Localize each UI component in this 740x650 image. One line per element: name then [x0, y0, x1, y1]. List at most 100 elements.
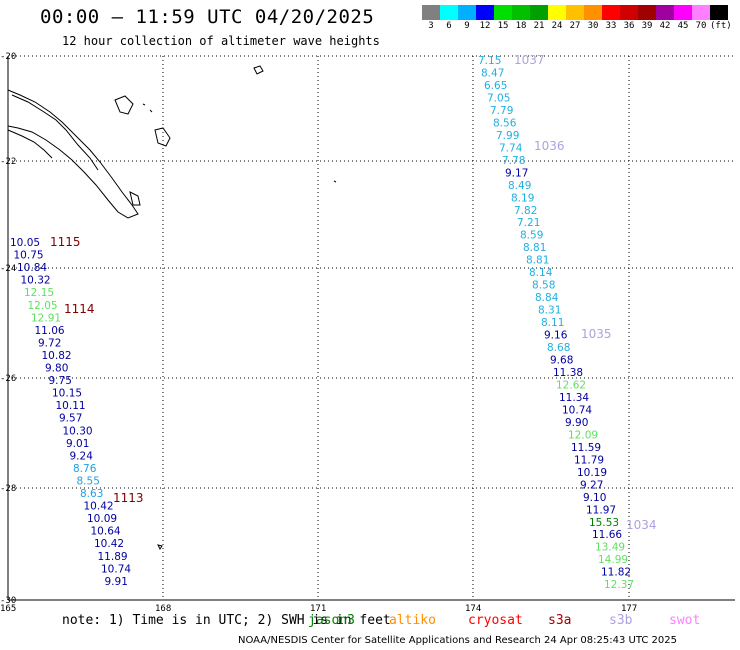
- satellite-legend-item: swot: [669, 613, 701, 628]
- wave-height-value: 7.05: [487, 92, 510, 104]
- wave-height-value: 11.97: [586, 504, 616, 516]
- wave-height-value: 8.84: [535, 292, 559, 304]
- wave-height-value: 9.68: [550, 355, 573, 367]
- wave-height-value: 12.62: [556, 379, 586, 391]
- wave-height-value: 12.15: [24, 287, 54, 299]
- legend-label: 12: [479, 21, 491, 31]
- wave-height-value: 8.59: [520, 230, 543, 242]
- wave-height-value: 10.75: [14, 250, 44, 262]
- wave-height-value: 8.63: [80, 488, 103, 500]
- wave-height-value: 10.11: [56, 400, 86, 412]
- wave-height-value: 11.66: [592, 529, 622, 541]
- wave-height-value: 11.59: [571, 442, 601, 454]
- wave-height-value: 9.91: [105, 576, 128, 588]
- wave-height-value: 8.49: [508, 180, 531, 192]
- latitude-label: -20: [0, 52, 16, 62]
- wave-height-value: 9.90: [565, 417, 588, 429]
- latitude-label: -22: [0, 157, 16, 167]
- wave-height-value: 8.56: [493, 117, 517, 129]
- wave-height-value: 11.82: [601, 567, 631, 579]
- legend-label: 9: [464, 21, 470, 31]
- satellite-legend-item: jason3: [308, 613, 355, 628]
- color-legend: [422, 5, 728, 20]
- satellite-legend-item: altiko: [389, 613, 436, 628]
- wave-height-value: 11.06: [35, 325, 65, 337]
- legend-label: 15: [497, 21, 509, 31]
- legend-label: 70: [695, 21, 707, 31]
- wave-height-value: 12.37: [604, 579, 634, 591]
- satellite-track-left: 10.0510.7510.8410.3212.1512.0512.9111.06…: [10, 237, 131, 588]
- legend-swatch: [548, 5, 566, 20]
- wave-height-value: 10.82: [42, 350, 72, 362]
- wave-height-value: 12.09: [568, 429, 598, 441]
- pass-label: 1034: [626, 518, 657, 532]
- wave-height-value: 9.27: [580, 479, 603, 491]
- wave-height-value: 9.01: [66, 438, 89, 450]
- wave-height-value: 8.58: [532, 280, 555, 292]
- map-title: 00:00 – 11:59 UTC 04/20/2025: [40, 6, 375, 28]
- wave-height-value: 7.74: [499, 142, 523, 154]
- wave-height-value: 10.05: [10, 237, 40, 249]
- pass-label: 1113: [113, 491, 144, 505]
- wave-height-value: 7.82: [514, 205, 537, 217]
- satellite-legend-item: s3b: [609, 613, 633, 628]
- wave-height-value: 10.74: [101, 563, 131, 575]
- legend-swatch: [494, 5, 512, 20]
- latitude-label: -30: [0, 596, 16, 606]
- wave-height-value: 13.49: [595, 542, 625, 554]
- wave-height-value: 10.42: [94, 538, 124, 550]
- wave-height-value: 6.65: [484, 80, 507, 92]
- wave-height-value: 14.99: [598, 554, 628, 566]
- units-note: note: 1) Time is in UTC; 2) SWH is in fe…: [62, 613, 391, 628]
- wave-height-value: 9.75: [49, 375, 72, 387]
- wave-height-value: 8.76: [73, 463, 97, 475]
- legend-label: 30: [587, 21, 599, 31]
- wave-height-value: 9.16: [544, 330, 568, 342]
- wave-height-value: 10.15: [52, 388, 82, 400]
- wave-height-value: 11.34: [559, 392, 589, 404]
- wave-height-value: 8.19: [511, 192, 534, 204]
- legend-label: 45: [677, 21, 689, 31]
- longitude-labels: 165 168 171 174 177: [0, 604, 637, 614]
- wave-height-value: 8.14: [529, 267, 553, 279]
- credit-footer: NOAA/NESDIS Center for Satellite Applica…: [238, 635, 677, 646]
- map-subtitle: 12 hour collection of altimeter wave hei…: [62, 34, 380, 48]
- wave-height-value: 10.19: [577, 467, 607, 479]
- pass-label: 1035: [581, 327, 612, 341]
- legend-swatch: [674, 5, 692, 20]
- wave-height-value: 11.38: [553, 367, 583, 379]
- wave-height-value: 8.31: [538, 305, 561, 317]
- longitude-label: 168: [155, 604, 171, 614]
- wave-height-value: 15.53: [589, 517, 619, 529]
- wave-height-value: 7.99: [496, 130, 519, 142]
- legend-label: 6: [446, 21, 452, 31]
- latitude-labels: -20 -22 -24 -26 -28 -30: [0, 52, 16, 606]
- longitude-label: 165: [0, 604, 16, 614]
- longitude-label: 171: [310, 604, 326, 614]
- pass-label: 1037: [514, 53, 545, 67]
- wave-height-value: 10.30: [63, 425, 93, 437]
- legend-label: 3: [428, 21, 434, 31]
- legend-swatch: [440, 5, 458, 20]
- wave-height-value: 10.32: [21, 275, 51, 287]
- wave-height-value: 9.10: [583, 492, 606, 504]
- wave-height-value: 9.80: [45, 363, 68, 375]
- pass-label: 1115: [50, 235, 81, 249]
- wave-height-value: 9.24: [70, 450, 94, 462]
- wave-height-value: 9.72: [38, 337, 61, 349]
- latitude-label: -24: [0, 264, 16, 274]
- wave-height-value: 9.17: [505, 167, 528, 179]
- legend-label: 27: [569, 21, 581, 31]
- wave-height-value: 12.05: [28, 300, 58, 312]
- wave-height-value: 10.42: [84, 501, 114, 513]
- wave-height-value: 7.21: [517, 217, 540, 229]
- wave-height-value: 8.68: [547, 342, 570, 354]
- wave-height-value: 11.89: [98, 551, 128, 563]
- legend-swatch: [584, 5, 602, 20]
- pass-label: 1036: [534, 139, 565, 153]
- wave-height-value: 12.91: [31, 312, 61, 324]
- wave-height-value: 8.55: [77, 475, 100, 487]
- legend-swatch: [710, 5, 728, 20]
- legend-swatch: [656, 5, 674, 20]
- legend-label: 18: [515, 21, 527, 31]
